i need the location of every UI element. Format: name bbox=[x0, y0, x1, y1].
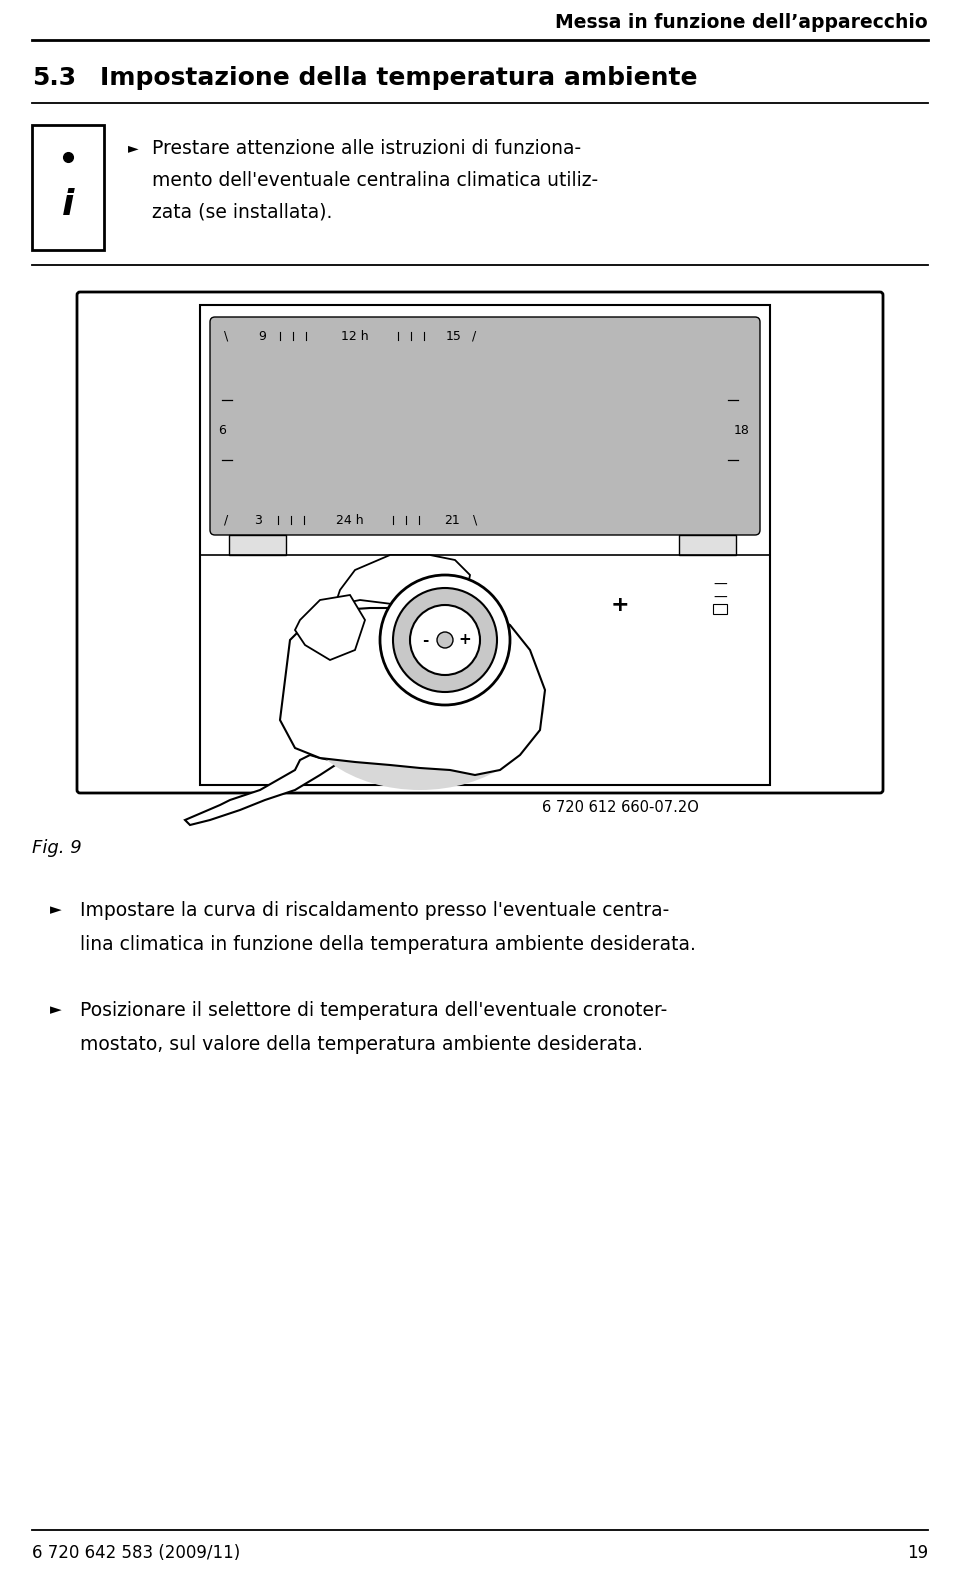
Circle shape bbox=[393, 589, 497, 692]
Text: mento dell'eventuale centralina climatica utiliz-: mento dell'eventuale centralina climatic… bbox=[152, 171, 598, 190]
Text: ►: ► bbox=[50, 903, 61, 917]
Text: +: + bbox=[611, 595, 630, 615]
Text: 18: 18 bbox=[734, 424, 750, 436]
Text: 3: 3 bbox=[254, 513, 262, 526]
FancyBboxPatch shape bbox=[210, 317, 760, 535]
Text: 12 h: 12 h bbox=[341, 330, 369, 342]
Text: ►: ► bbox=[50, 1003, 61, 1017]
Text: \: \ bbox=[473, 513, 477, 526]
Text: i: i bbox=[61, 188, 74, 221]
Text: —: — bbox=[713, 578, 727, 592]
FancyBboxPatch shape bbox=[77, 292, 883, 793]
Polygon shape bbox=[335, 556, 470, 608]
Text: Impostazione della temperatura ambiente: Impostazione della temperatura ambiente bbox=[100, 66, 698, 89]
Bar bbox=[32, 126, 104, 250]
Polygon shape bbox=[185, 755, 340, 824]
Text: 6: 6 bbox=[218, 424, 226, 436]
Polygon shape bbox=[280, 608, 545, 776]
Bar bbox=[713, 604, 727, 614]
Text: lina climatica in funzione della temperatura ambiente desiderata.: lina climatica in funzione della tempera… bbox=[80, 936, 696, 955]
Text: —: — bbox=[713, 590, 727, 604]
FancyBboxPatch shape bbox=[229, 535, 286, 556]
Text: 5.3: 5.3 bbox=[32, 66, 76, 89]
Text: 24 h: 24 h bbox=[336, 513, 364, 526]
Text: 9: 9 bbox=[258, 330, 266, 342]
Text: 19: 19 bbox=[907, 1543, 928, 1562]
Text: \: \ bbox=[224, 330, 228, 342]
Text: Posizionare il selettore di temperatura dell'eventuale cronoter-: Posizionare il selettore di temperatura … bbox=[80, 1000, 667, 1019]
Text: 6 720 612 660-07.2O: 6 720 612 660-07.2O bbox=[541, 801, 699, 815]
Text: Prestare attenzione alle istruzioni di funziona-: Prestare attenzione alle istruzioni di f… bbox=[152, 138, 581, 157]
Text: Fig. 9: Fig. 9 bbox=[32, 838, 82, 857]
Text: +: + bbox=[459, 633, 471, 647]
Polygon shape bbox=[295, 595, 365, 659]
Text: /: / bbox=[472, 330, 476, 342]
Circle shape bbox=[410, 604, 480, 675]
Text: zata (se installata).: zata (se installata). bbox=[152, 203, 332, 221]
FancyBboxPatch shape bbox=[679, 535, 736, 556]
Bar bbox=[200, 305, 770, 785]
Text: ►: ► bbox=[128, 141, 138, 155]
Text: /: / bbox=[224, 513, 228, 526]
Ellipse shape bbox=[295, 611, 545, 790]
Text: 15: 15 bbox=[446, 330, 462, 342]
Circle shape bbox=[380, 575, 510, 705]
Text: 6 720 642 583 (2009/11): 6 720 642 583 (2009/11) bbox=[32, 1543, 240, 1562]
Text: 21: 21 bbox=[444, 513, 460, 526]
Circle shape bbox=[437, 633, 453, 648]
Text: mostato, sul valore della temperatura ambiente desiderata.: mostato, sul valore della temperatura am… bbox=[80, 1036, 643, 1055]
Text: Impostare la curva di riscaldamento presso l'eventuale centra-: Impostare la curva di riscaldamento pres… bbox=[80, 901, 669, 920]
Text: -: - bbox=[421, 633, 428, 647]
Text: Messa in funzione dell’apparecchio: Messa in funzione dell’apparecchio bbox=[556, 13, 928, 31]
